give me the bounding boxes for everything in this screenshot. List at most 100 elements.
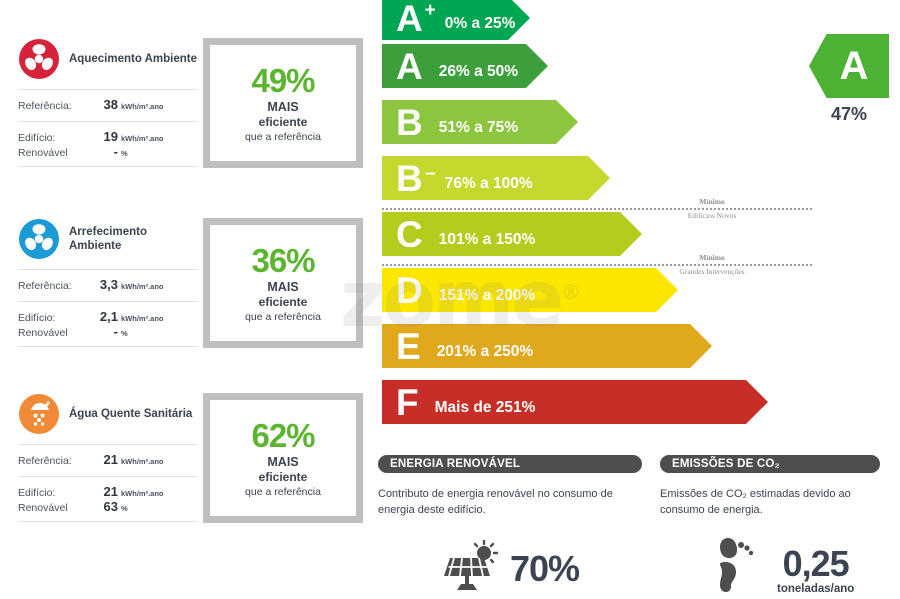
rating-band-bminus: B – 76% a 100% <box>382 156 610 200</box>
renewable-value: 70% <box>510 547 580 589</box>
efficiency-line3: que a referência <box>245 310 321 323</box>
renewable-energy-section: ENERGIA RENOVÁVEL Contributo de energia … <box>378 455 642 519</box>
renewable-label: Renovável <box>18 327 68 340</box>
renewable-value: - <box>113 144 118 160</box>
efficiency-line1: MAIS <box>267 454 299 469</box>
cooling-fan-icon <box>18 218 60 260</box>
building-value-line: 19 kWh/m².ano <box>92 129 164 144</box>
rating-band-range: Mais de 251% <box>434 399 536 416</box>
rating-band-letter: E <box>396 325 421 367</box>
renewable-value-line: - % <box>92 324 164 339</box>
rating-band-b: B 51% a 75% <box>382 100 578 144</box>
hot-water-shower-icon <box>18 393 60 435</box>
renewable-value-line: - % <box>92 144 164 159</box>
rating-band-range: 76% a 100% <box>444 175 533 192</box>
rating-band-letter: B – <box>396 157 436 199</box>
reference-label: Referência: <box>18 280 72 292</box>
metric-reference-row: Referência: 38 kWh/m².ano <box>18 90 198 123</box>
building-label: Edifício: <box>18 312 56 325</box>
rating-band-range: 201% a 250% <box>436 343 534 360</box>
rating-band-letter: C <box>396 213 423 255</box>
metric-building-row: Edifício: Renovável 19 kWh/m².ano - % <box>18 122 198 167</box>
efficiency-line2: eficiente <box>258 114 308 129</box>
building-value: 21 <box>103 484 118 500</box>
rating-band-f: F Mais de 251% <box>382 380 768 424</box>
rating-band-range: 51% a 75% <box>438 119 519 136</box>
renewable-unit: % <box>121 329 128 339</box>
footprint-icon <box>715 538 755 599</box>
building-unit: kWh/m².ano <box>121 314 164 324</box>
reference-label: Referência: <box>18 455 72 467</box>
metric-card-cooling: Arrefecimento Ambiente Referência: 3,3 k… <box>18 218 198 347</box>
rating-badge-container: A 47% <box>806 34 892 125</box>
building-renewable-values: 19 kWh/m².ano - % <box>92 129 164 159</box>
renewable-label: Renovável <box>18 147 68 160</box>
metric-title: Água Quente Sanitária <box>69 407 193 420</box>
efficiency-line3: que a referência <box>245 485 321 498</box>
rating-band-c: C 101% a 150% <box>382 212 642 256</box>
metric-building-row: Edifício: Renovável 2,1 kWh/m².ano - % <box>18 302 198 347</box>
rating-band-range: 151% a 200% <box>438 287 536 304</box>
renewable-value: - <box>113 324 118 340</box>
threshold-label-top: Mínimo <box>699 197 725 206</box>
reference-value: 38 <box>103 97 118 112</box>
reference-unit: kWh/m².ano <box>121 457 164 466</box>
efficiency-percent: 36% <box>251 241 315 279</box>
rating-band-letter: B <box>396 101 423 143</box>
renewable-value: 63 <box>103 499 118 515</box>
efficiency-line2: eficiente <box>258 294 308 309</box>
threshold-dotted-line <box>382 264 812 266</box>
building-value-line: 21 kWh/m².ano <box>92 484 164 499</box>
efficiency-line1: MAIS <box>267 99 299 114</box>
reference-value: 3,3 <box>99 277 118 292</box>
renewable-unit: % <box>121 504 128 514</box>
metric-header: Aquecimento Ambiente <box>18 38 198 90</box>
rating-band-range: 101% a 150% <box>438 231 536 248</box>
building-renewable-values: 2,1 kWh/m².ano - % <box>92 309 164 339</box>
threshold-label-top: Mínimo <box>699 253 725 262</box>
building-value-line: 2,1 kWh/m².ano <box>92 309 164 324</box>
efficiency-box-cooling: 36% MAIS eficiente que a referência <box>203 218 363 348</box>
metric-header: Arrefecimento Ambiente <box>18 218 198 270</box>
heating-fan-icon <box>18 38 60 80</box>
rating-badge-letter: A <box>839 44 869 88</box>
metric-reference-row: Referência: 3,3 kWh/m².ano <box>18 270 198 303</box>
rating-band-range: 0% a 25% <box>444 15 516 32</box>
efficiency-line2: eficiente <box>258 469 308 484</box>
renewable-value-group: 70% <box>440 539 580 597</box>
rating-band-d: D 151% a 200% <box>382 268 678 312</box>
building-renewable-values: 21 kWh/m².ano 63 % <box>92 484 164 514</box>
metric-building-row: Edifício: Renovável 21 kWh/m².ano 63 % <box>18 477 198 522</box>
threshold-dotted-line <box>382 208 812 210</box>
rating-band-range: 26% a 50% <box>438 63 519 80</box>
metric-title: Aquecimento Ambiente <box>69 52 198 65</box>
renewable-label: Renovável <box>18 502 68 515</box>
threshold-label-bottom: Edifícios Novos <box>687 211 737 220</box>
building-label: Edifício: <box>18 487 56 500</box>
co2-unit: toneladas/ano <box>777 582 855 595</box>
rating-badge-percent: 47% <box>830 104 868 124</box>
reference-unit: kWh/m².ano <box>121 102 164 111</box>
efficiency-line3: que a referência <box>245 130 321 143</box>
building-renewable-labels: Edifício: Renovável <box>18 131 92 161</box>
reference-unit: kWh/m².ano <box>121 282 164 291</box>
rating-band-letter: D <box>396 269 423 311</box>
metric-reference-row: Referência: 21 kWh/m².ano <box>18 445 198 478</box>
renewable-value-line: 63 % <box>92 499 164 514</box>
threshold-label-bottom: Grandes Intervenções <box>679 267 745 276</box>
efficiency-percent: 62% <box>251 416 315 454</box>
rating-band-letter: A <box>396 45 423 87</box>
rating-band-letter: F <box>396 381 419 423</box>
co2-emissions-section: EMISSÕES DE CO₂ Emissões de CO₂ estimada… <box>660 455 880 519</box>
metric-card-hot-water: Água Quente Sanitária Referência: 21 kWh… <box>18 393 198 522</box>
metric-header: Água Quente Sanitária <box>18 393 198 445</box>
co2-value: 0,25 <box>782 542 850 584</box>
renewable-heading: ENERGIA RENOVÁVEL <box>378 455 642 473</box>
efficiency-line1: MAIS <box>267 279 299 294</box>
solar-panel-icon <box>440 539 502 597</box>
rating-band-letter: A + <box>396 0 436 39</box>
co2-description: Emissões de CO₂ estimadas devido ao cons… <box>660 488 851 516</box>
efficiency-box-hot-water: 62% MAIS eficiente que a referência <box>203 393 363 523</box>
co2-value-group: 0,25 toneladas/ano <box>715 538 854 599</box>
rating-band-a: A 26% a 50% <box>382 44 548 88</box>
